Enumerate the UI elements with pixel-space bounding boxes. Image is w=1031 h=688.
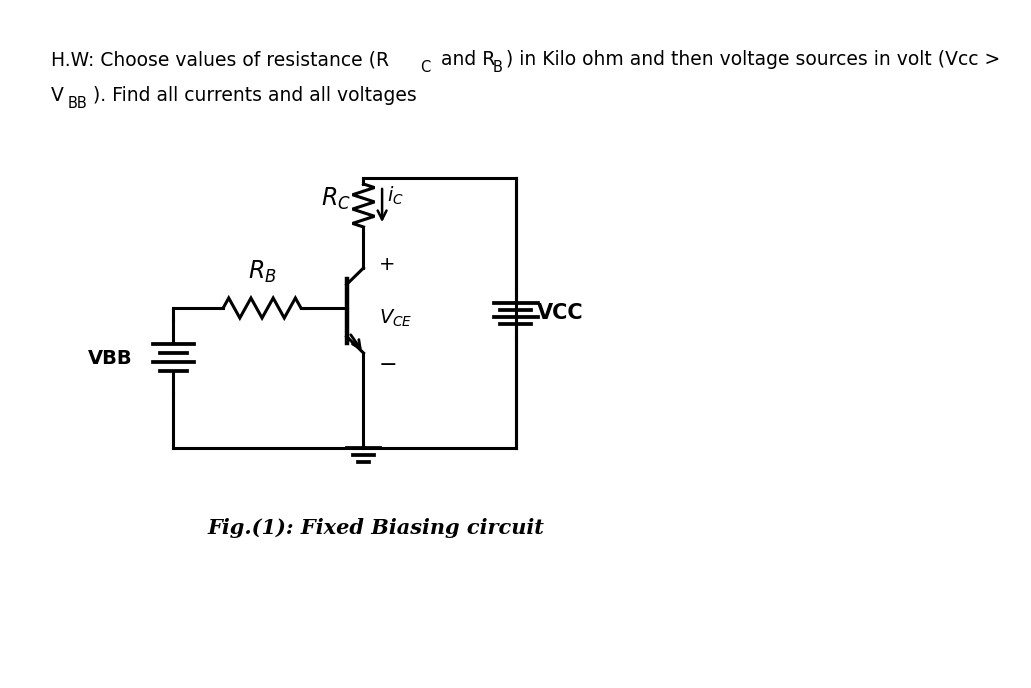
Text: −: −: [378, 355, 397, 375]
Text: ). Find all currents and all voltages: ). Find all currents and all voltages: [93, 86, 417, 105]
Text: $\mathit{i_C}$: $\mathit{i_C}$: [388, 184, 404, 206]
Text: VCC: VCC: [537, 303, 584, 323]
Text: and R: and R: [434, 50, 495, 69]
Text: C: C: [421, 60, 430, 75]
Text: +: +: [378, 255, 395, 274]
Text: BB: BB: [68, 96, 88, 111]
Text: V: V: [51, 86, 64, 105]
Text: B: B: [493, 60, 503, 75]
Text: $\mathbf{\mathit{R_B}}$: $\mathbf{\mathit{R_B}}$: [247, 259, 276, 285]
Text: $\mathbf{\mathit{R_C}}$: $\mathbf{\mathit{R_C}}$: [322, 185, 352, 212]
Text: H.W: Choose values of resistance (R: H.W: Choose values of resistance (R: [51, 50, 389, 69]
Text: ) in Kilo ohm and then voltage sources in volt (Vcc >: ) in Kilo ohm and then voltage sources i…: [506, 50, 1001, 69]
Text: $\mathit{V_{CE}}$: $\mathit{V_{CE}}$: [378, 308, 412, 329]
Text: Fig.(1): Fixed Biasing circuit: Fig.(1): Fixed Biasing circuit: [207, 518, 544, 538]
Text: VBB: VBB: [88, 349, 133, 368]
